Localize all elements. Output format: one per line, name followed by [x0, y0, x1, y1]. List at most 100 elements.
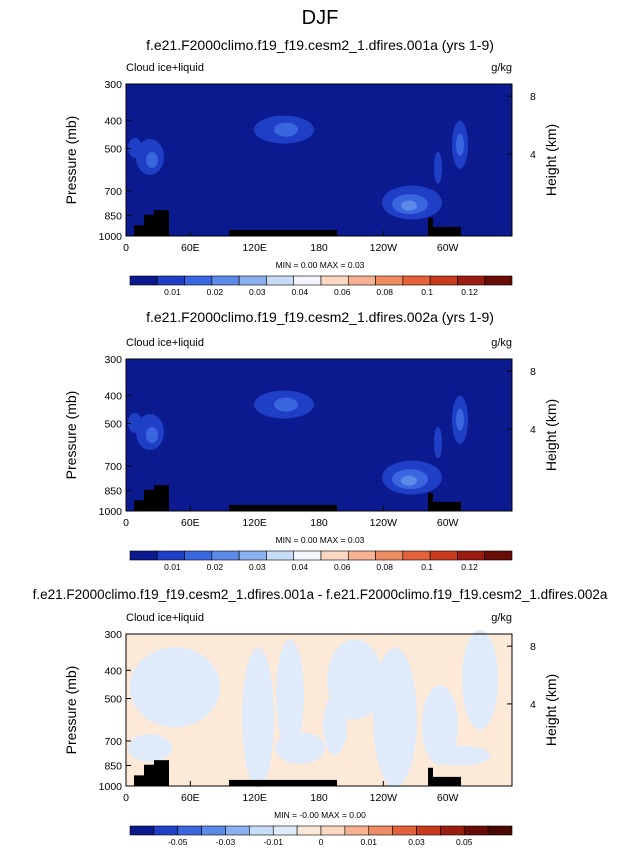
- y-tick-label: 400: [104, 115, 122, 127]
- colorbar-swatch: [320, 550, 349, 561]
- x-tick-label: 120E: [242, 517, 267, 529]
- topography: [134, 500, 144, 511]
- colorbar-swatch: [429, 550, 458, 561]
- topography: [428, 492, 433, 511]
- colorbar-swatch: [238, 550, 267, 561]
- colorbar-swatch: [457, 550, 486, 561]
- colorbar-swatch: [429, 275, 458, 286]
- colorbar-swatch: [416, 825, 441, 836]
- diff-blob: [130, 647, 220, 728]
- colorbar-swatch: [347, 550, 376, 561]
- colorbar-swatch: [238, 275, 267, 286]
- stats-text: MIN = -0.00 MAX = 0.00: [274, 810, 366, 820]
- colorbar-label: 0.01: [360, 837, 377, 847]
- topography: [229, 229, 337, 236]
- panel-3: f.e21.F2000climo.f19_f19.cesm2_1.dfires.…: [33, 587, 608, 847]
- panel-title: f.e21.F2000climo.f19_f19.cesm2_1.dfires.…: [33, 587, 608, 602]
- colorbar-swatch: [129, 275, 158, 286]
- x-tick-label: 0: [123, 242, 129, 254]
- colorbar-swatch: [184, 550, 213, 561]
- colorbar-swatch: [392, 825, 417, 836]
- colorbar-label: 0.03: [249, 287, 266, 297]
- units-label: g/kg: [491, 62, 512, 74]
- y-axis-label: Pressure (mb): [63, 391, 79, 480]
- field-background: [126, 359, 512, 511]
- topography: [134, 225, 144, 236]
- colorbar-label: 0.03: [408, 837, 425, 847]
- topography: [229, 504, 337, 511]
- diff-blob: [373, 647, 417, 788]
- diff-blob: [128, 734, 172, 762]
- cloud-blob: [401, 200, 417, 211]
- diff-blob: [462, 629, 498, 730]
- stats-text: MIN = 0.00 MAX = 0.03: [276, 535, 365, 545]
- diff-blob: [242, 647, 274, 788]
- topography: [428, 217, 433, 236]
- colorbar-label: -0.03: [216, 837, 236, 847]
- colorbar-swatch: [440, 825, 465, 836]
- topography: [433, 776, 461, 786]
- x-tick-label: 120E: [242, 242, 267, 254]
- variable-label: Cloud ice+liquid: [126, 337, 204, 349]
- y-axis-label: Pressure (mb): [63, 116, 79, 205]
- cloud-blob: [456, 408, 464, 431]
- colorbar-swatch: [225, 825, 250, 836]
- y-tick-label: 300: [104, 79, 122, 91]
- colorbar-swatch: [296, 825, 322, 836]
- main-title: DJF: [302, 7, 339, 29]
- colorbar-label: 0.01: [164, 287, 181, 297]
- colorbar-label: 0.1: [421, 287, 433, 297]
- y2-axis-label: Height (km): [543, 674, 559, 746]
- panel-2: f.e21.F2000climo.f19_f19.cesm2_1.dfires.…: [63, 309, 559, 572]
- y-tick-label: 300: [104, 629, 122, 641]
- colorbar-label: 0.12: [461, 562, 478, 572]
- y-tick-label: 500: [104, 143, 122, 155]
- colorbar-swatch: [266, 275, 295, 286]
- diff-blob: [275, 732, 325, 764]
- colorbar-swatch: [402, 275, 431, 286]
- y-axis-label: Pressure (mb): [63, 666, 79, 755]
- cloud-blob: [274, 397, 298, 412]
- x-tick-label: 120W: [370, 792, 398, 804]
- topography: [154, 485, 169, 511]
- y-tick-label: 700: [104, 186, 122, 198]
- cloud-blob: [128, 137, 142, 158]
- y2-axis-label: Height (km): [543, 399, 559, 471]
- colorbar-label: 0.06: [334, 287, 351, 297]
- colorbar-swatch: [129, 825, 155, 836]
- colorbar-swatch: [293, 275, 322, 286]
- colorbar-label: -0.05: [168, 837, 188, 847]
- x-tick-label: 60W: [437, 517, 459, 529]
- panel-title: f.e21.F2000climo.f19_f19.cesm2_1.dfires.…: [146, 309, 494, 325]
- panel-title: f.e21.F2000climo.f19_f19.cesm2_1.dfires.…: [146, 37, 494, 53]
- colorbar-label: 0.01: [164, 562, 181, 572]
- colorbar-swatch: [487, 825, 513, 836]
- colorbar-swatch: [368, 825, 393, 836]
- colorbar-swatch: [129, 550, 158, 561]
- colorbar-swatch: [211, 275, 240, 286]
- units-label: g/kg: [491, 337, 512, 349]
- colorbar-label: -0.01: [264, 837, 284, 847]
- y-tick-label: 850: [104, 485, 122, 497]
- topography: [154, 760, 169, 786]
- topography: [134, 775, 144, 786]
- colorbar-swatch: [249, 825, 274, 836]
- colorbar-label: 0.06: [334, 562, 351, 572]
- colorbar-swatch: [211, 550, 240, 561]
- y2-tick-label: 4: [530, 424, 536, 436]
- x-tick-label: 180: [310, 792, 328, 804]
- colorbar-swatch: [375, 275, 404, 286]
- colorbar-swatch: [457, 275, 486, 286]
- cloud-blob: [146, 427, 158, 443]
- variable-label: Cloud ice+liquid: [126, 612, 204, 624]
- cloud-blob: [434, 426, 442, 459]
- x-tick-label: 180: [310, 242, 328, 254]
- x-tick-label: 120E: [242, 792, 267, 804]
- units-label: g/kg: [491, 612, 512, 624]
- y-tick-label: 850: [104, 760, 122, 772]
- cloud-blob: [456, 133, 464, 156]
- colorbar-label: 0.02: [207, 287, 224, 297]
- topography: [433, 501, 461, 511]
- y2-tick-label: 8: [530, 641, 536, 653]
